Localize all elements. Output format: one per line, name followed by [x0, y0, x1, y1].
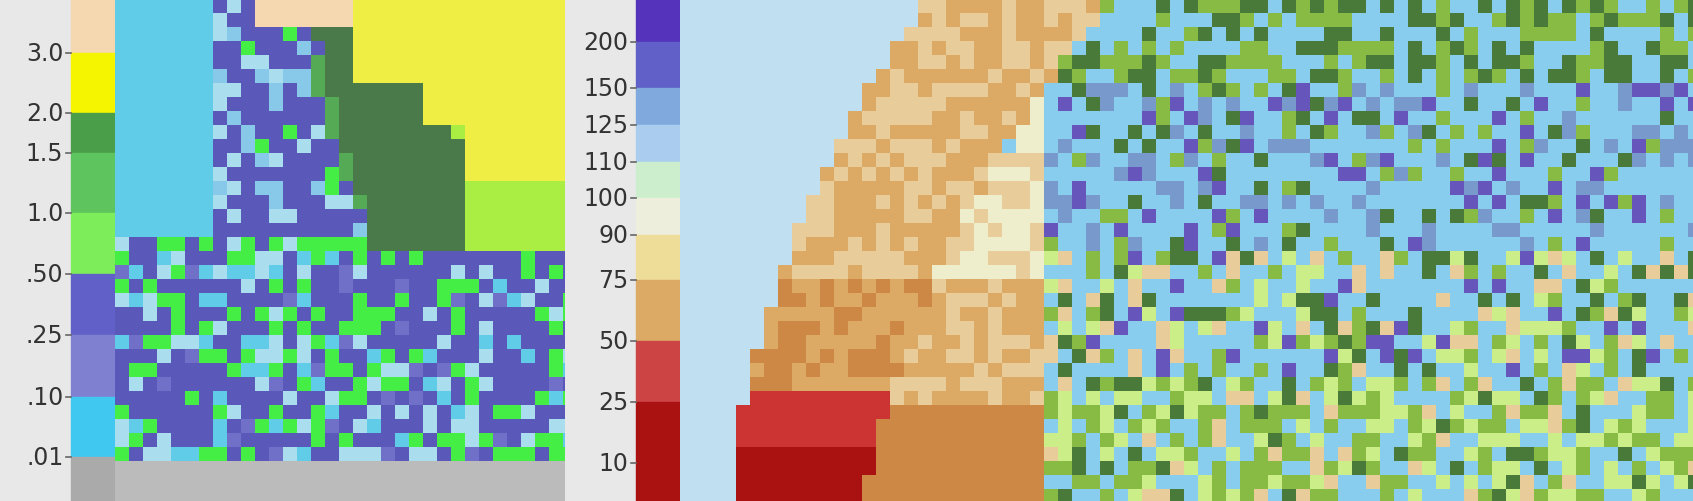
Text: 110: 110 — [584, 150, 628, 174]
Bar — [637, 199, 681, 235]
Bar — [71, 336, 115, 397]
Bar — [637, 43, 681, 89]
Text: 10: 10 — [598, 451, 628, 475]
Bar — [71, 0, 115, 54]
Text: 3.0: 3.0 — [25, 42, 63, 66]
Bar — [71, 154, 115, 214]
Bar — [637, 463, 681, 501]
Text: 125: 125 — [582, 114, 628, 138]
Text: 90: 90 — [598, 223, 628, 247]
Bar — [637, 281, 681, 342]
Bar — [71, 54, 115, 114]
Text: 75: 75 — [598, 269, 628, 293]
Bar — [71, 214, 115, 275]
Bar — [637, 0, 681, 43]
Bar — [71, 275, 115, 336]
Text: 25: 25 — [598, 390, 628, 414]
Bar — [637, 402, 681, 463]
Bar — [637, 126, 681, 162]
Text: .10: .10 — [25, 385, 63, 409]
Bar — [71, 397, 115, 457]
Text: 100: 100 — [584, 187, 628, 211]
Text: .50: .50 — [25, 263, 63, 287]
Text: 50: 50 — [598, 330, 628, 354]
Bar — [637, 89, 681, 126]
Bar — [637, 235, 681, 281]
Bar — [637, 342, 681, 402]
Bar — [71, 457, 115, 501]
Text: 1.0: 1.0 — [25, 202, 63, 226]
Text: 1.5: 1.5 — [25, 142, 63, 166]
Bar — [71, 114, 115, 154]
Text: 2.0: 2.0 — [25, 102, 63, 126]
Text: 200: 200 — [584, 31, 628, 55]
Text: 150: 150 — [582, 77, 628, 101]
Text: .01: .01 — [25, 445, 63, 469]
Text: .25: .25 — [25, 324, 63, 348]
Bar — [637, 162, 681, 199]
